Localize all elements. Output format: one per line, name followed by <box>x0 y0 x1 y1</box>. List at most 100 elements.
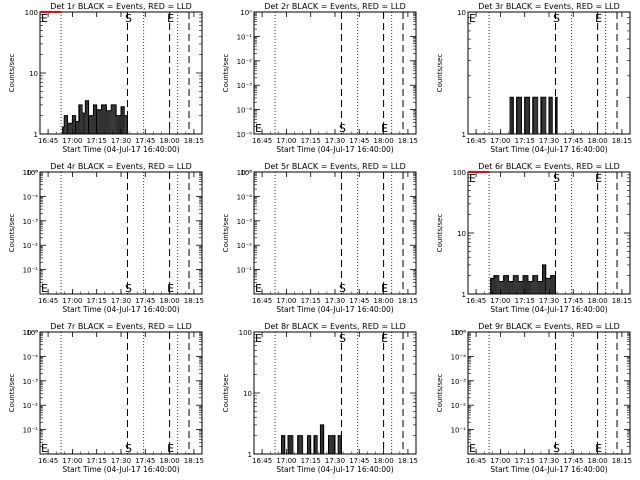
x-tick-label: 18:00 <box>160 297 180 305</box>
y-tick-label: 10⁻¹ <box>23 427 39 435</box>
x-tick-label: 16:45 <box>466 297 486 305</box>
y-tick-label: 10⁻³ <box>451 378 467 386</box>
y-tick-label: 100 <box>453 169 466 177</box>
y-tick-label: 10⁻⁵ <box>451 329 467 337</box>
y-tick-label: 10⁰ <box>454 329 466 337</box>
y-tick-label: 10⁻³ <box>237 82 253 90</box>
x-tick-label: 17:15 <box>515 297 535 305</box>
x-tick-label: 18:00 <box>588 297 608 305</box>
panel-title: Det 8r BLACK = Events, RED = LLD <box>264 322 406 331</box>
y-tick-label: 1 <box>462 131 466 139</box>
x-tick-label: 17:45 <box>349 137 369 145</box>
y-axis-label: Counts/sec <box>436 54 444 93</box>
panel-title: Det 9r BLACK = Events, RED = LLD <box>478 322 620 331</box>
x-tick-label: 17:45 <box>135 457 155 465</box>
y-tick-label: 10⁻² <box>23 402 39 410</box>
y-tick-label: 10 <box>29 70 38 78</box>
edge-marker-label: E <box>41 12 48 25</box>
edge-marker-label: E <box>41 442 48 455</box>
y-tick-label: 100 <box>239 329 252 337</box>
end-marker-label: E <box>167 442 174 455</box>
x-tick-label: 18:15 <box>612 137 632 145</box>
y-tick-label: 10⁻³ <box>23 378 39 386</box>
x-tick-label: 18:15 <box>184 297 204 305</box>
x-tick-label: 17:45 <box>349 457 369 465</box>
x-axis-label: Start Time (04-Jul-17 16:40:00) <box>490 305 607 314</box>
x-tick-label: 17:15 <box>87 297 107 305</box>
panel-title: Det 1r BLACK = Events, RED = LLD <box>50 2 192 11</box>
y-tick-label: 10⁻³ <box>23 218 39 226</box>
x-tick-label: 16:45 <box>38 297 58 305</box>
x-tick-label: 16:45 <box>252 137 272 145</box>
start-marker-label: S <box>125 12 132 25</box>
x-tick-label: 17:00 <box>62 457 82 465</box>
y-axis-label: Counts/sec <box>222 54 230 93</box>
x-tick-label: 17:30 <box>325 457 345 465</box>
y-tick-label: 1 <box>248 451 252 459</box>
y-tick-label: 10⁰ <box>26 169 38 177</box>
x-tick-label: 17:15 <box>515 137 535 145</box>
start-marker-label: S <box>125 442 132 455</box>
detector-panel-1: Det 1r BLACK = Events, RED = LLD 1 10 100 Co… <box>8 2 204 154</box>
x-tick-label: 17:15 <box>515 457 535 465</box>
start-marker-label: S <box>553 12 560 25</box>
start-marker-label: S <box>339 332 346 345</box>
detector-panel-9: Det 9r BLACK = Events, RED = LLD 10⁰ 10⁻¹ 1… <box>436 322 632 474</box>
y-tick-label: 1 <box>462 291 466 299</box>
y-tick-label: 10⁻⁵ <box>237 169 253 177</box>
panel-title: Det 3r BLACK = Events, RED = LLD <box>478 2 620 11</box>
detector-panel-7: Det 7r BLACK = Events, RED = LLD 10⁰ 10⁻¹ 1… <box>8 322 204 474</box>
x-tick-label: 17:45 <box>563 457 583 465</box>
x-tick-label: 17:15 <box>301 137 321 145</box>
x-tick-label: 17:15 <box>301 457 321 465</box>
x-tick-label: 18:00 <box>588 137 608 145</box>
x-tick-label: 18:00 <box>160 457 180 465</box>
x-tick-label: 18:15 <box>184 137 204 145</box>
end-marker-label: E <box>381 332 388 345</box>
x-tick-label: 18:15 <box>398 457 418 465</box>
x-tick-label: 17:30 <box>325 297 345 305</box>
x-tick-label: 17:30 <box>539 457 559 465</box>
y-tick-label: 10⁻² <box>237 58 253 66</box>
edge-marker-label: E <box>469 12 476 25</box>
x-tick-label: 17:15 <box>301 297 321 305</box>
edge-marker-label: E <box>469 442 476 455</box>
x-tick-label: 17:15 <box>87 457 107 465</box>
y-axis-label: Counts/sec <box>8 54 16 93</box>
x-tick-label: 16:45 <box>38 137 58 145</box>
x-tick-label: 18:15 <box>398 297 418 305</box>
x-tick-label: 17:30 <box>539 297 559 305</box>
x-tick-label: 18:15 <box>398 137 418 145</box>
panel-title: Det 5r BLACK = Events, RED = LLD <box>264 162 406 171</box>
y-tick-label: 10⁻⁴ <box>451 353 467 361</box>
y-tick-label: 10 <box>457 9 466 17</box>
y-axis-label: Counts/sec <box>436 374 444 413</box>
x-tick-label: 17:15 <box>87 137 107 145</box>
y-axis-label: Counts/sec <box>8 214 16 253</box>
edge-marker-label: E <box>255 332 262 345</box>
x-tick-label: 17:00 <box>490 297 510 305</box>
x-tick-label: 17:30 <box>111 297 131 305</box>
x-axis-label: Start Time (04-Jul-17 16:40:00) <box>490 465 607 474</box>
x-tick-label: 17:45 <box>563 137 583 145</box>
y-tick-label: 10⁻¹ <box>23 267 39 275</box>
end-marker-label: E <box>167 282 174 295</box>
y-axis-label: Counts/sec <box>436 214 444 253</box>
panel-title: Det 2r BLACK = Events, RED = LLD <box>264 2 406 11</box>
detector-panel-8: Det 8r BLACK = Events, RED = LLD 1 10 100 Co… <box>222 322 418 474</box>
y-axis-label: Counts/sec <box>222 214 230 253</box>
x-tick-label: 17:00 <box>276 457 296 465</box>
y-tick-label: 10⁻⁴ <box>23 193 39 201</box>
y-tick-label: 10 <box>243 390 252 398</box>
panel-title: Det 7r BLACK = Events, RED = LLD <box>50 322 192 331</box>
x-axis-label: Start Time (04-Jul-17 16:40:00) <box>62 465 179 474</box>
y-tick-label: 10⁰ <box>240 9 252 17</box>
x-tick-label: 18:00 <box>374 137 394 145</box>
start-marker-label: S <box>339 282 346 295</box>
x-tick-label: 18:15 <box>184 457 204 465</box>
x-tick-label: 18:00 <box>374 457 394 465</box>
x-tick-label: 17:45 <box>135 137 155 145</box>
start-marker-label: S <box>339 122 346 135</box>
y-tick-label: 10⁻⁵ <box>237 131 253 139</box>
edge-marker-label: E <box>255 282 262 295</box>
